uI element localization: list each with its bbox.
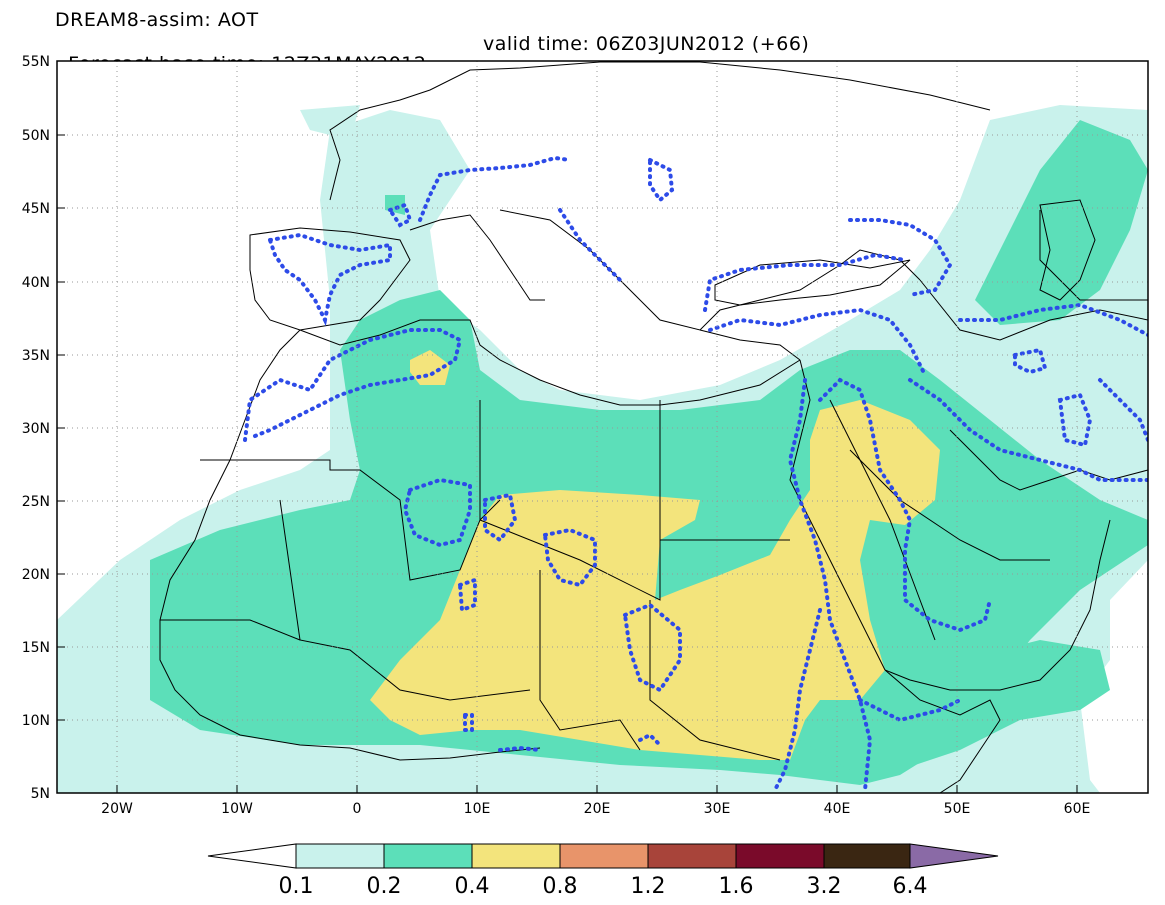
colorbar-label: 0.8 (543, 874, 578, 899)
latitude-labels: 55N 50N 45N 40N 35N 30N 25N 20N 15N 10N … (22, 54, 50, 802)
lon-label: 20W (101, 801, 133, 817)
colorbar-labels: 0.1 0.2 0.4 0.8 1.2 1.6 3.2 6.4 (279, 874, 928, 899)
lon-label: 10W (221, 801, 253, 817)
colorbar-bin (735, 843, 825, 869)
colorbar-bin (471, 843, 561, 869)
colorbar-bin (647, 843, 737, 869)
map-frame (56, 60, 1149, 794)
lat-label: 50N (22, 128, 50, 144)
lat-label: 40N (22, 275, 50, 291)
lon-label: 30E (704, 801, 731, 817)
longitude-labels: 20W 10W 0 10E 20E 30E 40E 50E 60E (101, 801, 1090, 817)
lat-label: 45N (22, 201, 50, 217)
map-title: DREAM8-assim: AOT (55, 9, 259, 31)
lat-label: 25N (22, 494, 50, 510)
graticule (57, 61, 1148, 793)
colorbar-label: 1.2 (631, 874, 666, 899)
lat-label: 5N (31, 786, 50, 802)
coastlines (159, 61, 1148, 793)
axis-ticks (57, 134, 1078, 793)
lon-label: 10E (464, 801, 491, 817)
lat-label: 30N (22, 421, 50, 437)
lon-label: 40E (824, 801, 851, 817)
lat-label: 55N (22, 54, 50, 70)
colorbar-bin (823, 843, 911, 869)
lon-label: 20E (584, 801, 611, 817)
aot-contour-0-8 (243, 155, 1148, 792)
colorbar-label: 1.6 (719, 874, 754, 899)
colorbar-label: 3.2 (807, 874, 842, 899)
lon-label: 60E (1064, 801, 1091, 817)
colorbar-bin (383, 843, 473, 869)
colorbar-low-arrow (207, 843, 297, 869)
lat-label: 20N (22, 567, 50, 583)
lat-label: 15N (22, 640, 50, 656)
map-area (57, 61, 1148, 793)
colorbar (207, 843, 999, 869)
lon-label: 0 (353, 801, 362, 817)
colorbar-high-arrow (909, 843, 999, 869)
colorbar-label: 0.4 (455, 874, 490, 899)
colorbar-bin (559, 843, 649, 869)
valid-time-label: valid time: 06Z03JUN2012 (+66) (483, 33, 810, 55)
colorbar-label: 0.2 (367, 874, 402, 899)
lat-label: 10N (22, 713, 50, 729)
colorbar-label: 0.1 (279, 874, 314, 899)
lat-label: 35N (22, 348, 50, 364)
colorbar-label: 6.4 (893, 874, 928, 899)
colorbar-bin (295, 843, 385, 869)
lon-label: 50E (944, 801, 971, 817)
